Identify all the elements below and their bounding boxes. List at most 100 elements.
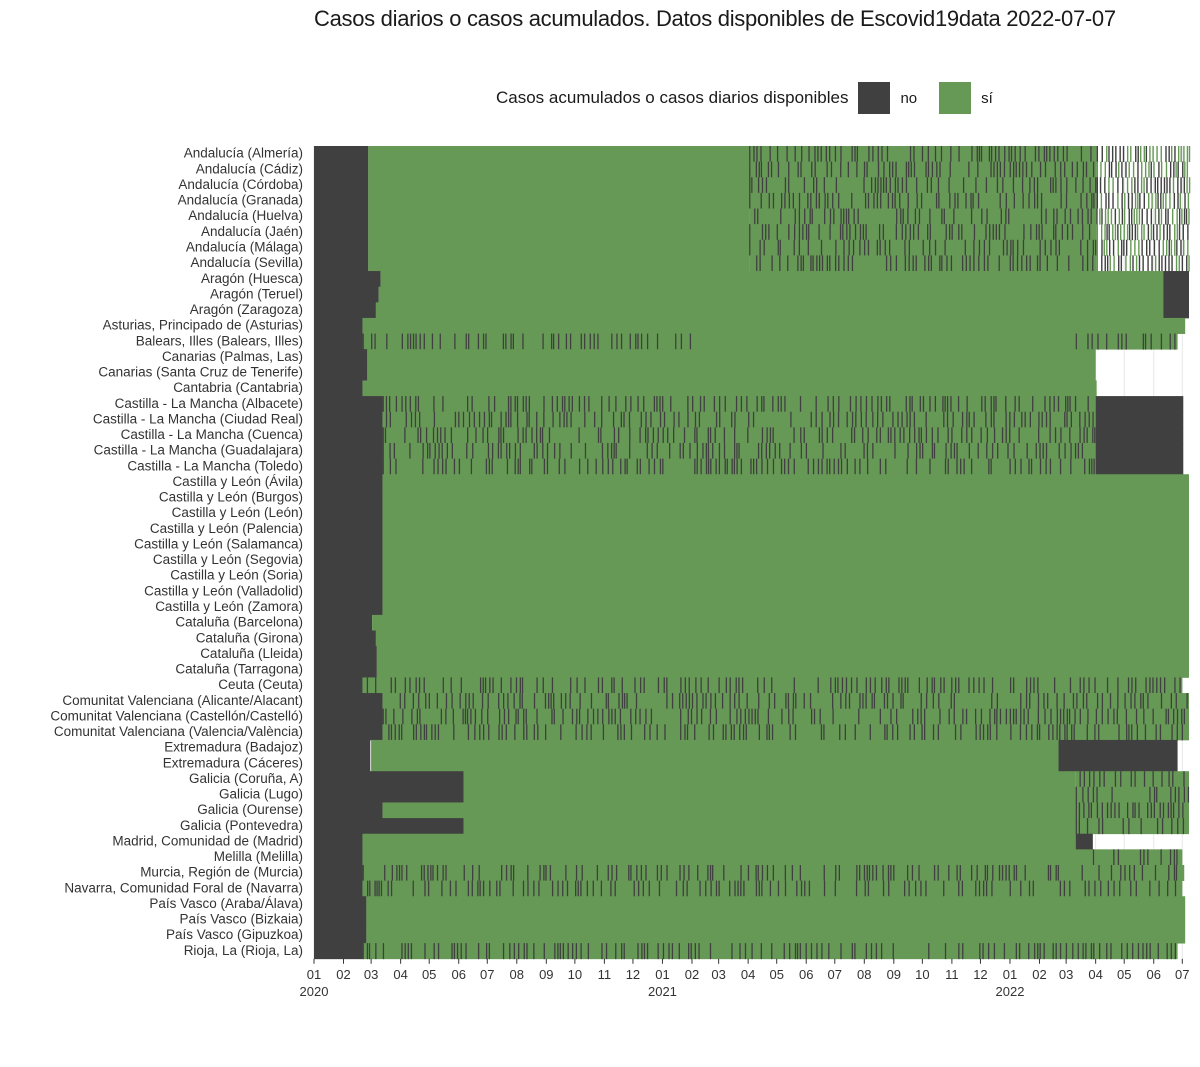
heatmap-cell — [1171, 146, 1173, 163]
heatmap-cell — [911, 864, 914, 882]
heatmap-cell — [314, 552, 383, 569]
heatmap-cell — [625, 396, 627, 413]
heatmap-cell — [565, 693, 567, 710]
heatmap-cell — [1048, 724, 1050, 741]
x-tick-label: 02 — [685, 967, 699, 982]
heatmap-cell — [687, 411, 689, 428]
heatmap-cell — [1053, 396, 1055, 413]
y-axis-label: Andalucía (Granada) — [178, 193, 303, 208]
heatmap-cell — [814, 146, 816, 163]
heatmap-cell — [792, 693, 795, 710]
heatmap-cell — [1031, 724, 1033, 741]
heatmap-cell — [1025, 693, 1028, 710]
heatmap-cell — [1043, 943, 1045, 960]
heatmap-cell — [601, 943, 603, 960]
heatmap-cell — [738, 693, 740, 710]
heatmap-cell — [1167, 802, 1170, 819]
heatmap-cell — [761, 427, 764, 444]
y-axis-label: Ceuta (Ceuta) — [218, 677, 303, 692]
heatmap-cell — [362, 849, 1093, 866]
heatmap-cell — [1086, 192, 1088, 209]
heatmap-cell — [793, 239, 795, 256]
heatmap-cell — [832, 192, 834, 209]
heatmap-cell — [818, 192, 820, 209]
heatmap-cell — [1095, 442, 1184, 459]
heatmap-cell — [1066, 411, 1068, 428]
x-axis-ticks: 01 02 03 04 05 06 07 08 09 10 11 12 01 02 03 04 05 06 07 08… — [300, 958, 1190, 999]
heatmap-cell — [1169, 161, 1172, 178]
heatmap-cell — [1009, 708, 1012, 725]
heatmap-cell — [410, 943, 413, 960]
heatmap-cell — [1124, 864, 1126, 882]
heatmap-cell — [1050, 177, 1052, 194]
heatmap-cell — [740, 880, 742, 897]
heatmap-cell — [1066, 224, 1069, 241]
heatmap-cell — [620, 333, 623, 350]
heatmap-cell — [1026, 442, 1028, 459]
heatmap-cell — [1088, 677, 1090, 694]
heatmap-cell — [768, 192, 770, 209]
heatmap-cell — [1123, 224, 1125, 241]
heatmap-cell — [570, 411, 572, 428]
heatmap-cell — [705, 693, 707, 710]
heatmap-cell — [1059, 724, 1061, 741]
heatmap-cell — [612, 458, 614, 475]
heatmap-cell — [1104, 177, 1106, 194]
heatmap-cell — [1075, 802, 1077, 819]
heatmap-cell — [601, 677, 604, 694]
heatmap-cell — [1187, 786, 1190, 803]
heatmap-cell — [788, 161, 790, 178]
heatmap-cell — [1075, 786, 1189, 803]
heatmap-cell — [581, 724, 583, 741]
heatmap-cell — [433, 458, 435, 475]
heatmap-cell — [769, 442, 771, 459]
heatmap-cell — [1025, 724, 1028, 741]
heatmap-cell — [1174, 677, 1176, 694]
heatmap-cell — [642, 880, 644, 897]
heatmap-cell — [1074, 442, 1077, 459]
heatmap-cell — [785, 693, 787, 710]
heatmap-cell — [450, 427, 453, 444]
heatmap-cell — [784, 192, 786, 209]
heatmap-cell — [498, 693, 500, 710]
heatmap-cell — [314, 739, 371, 756]
heatmap-cell — [774, 693, 776, 710]
heatmap-cell — [901, 411, 903, 428]
heatmap-cell — [908, 880, 910, 897]
heatmap-cell — [314, 442, 383, 459]
heatmap-cell — [1113, 255, 1115, 272]
heatmap-cell — [928, 943, 930, 960]
heatmap-cell — [1134, 239, 1136, 256]
heatmap-cell — [382, 411, 1096, 428]
heatmap-cell — [962, 177, 965, 194]
heatmap-cell — [1132, 255, 1134, 272]
heatmap-cell — [1015, 161, 1017, 178]
heatmap-cell — [1171, 208, 1174, 225]
heatmap-cell — [844, 724, 846, 741]
heatmap-cell — [739, 724, 741, 741]
heatmap-cell — [1052, 943, 1054, 960]
heatmap-cell — [854, 146, 856, 163]
heatmap-cell — [1012, 708, 1015, 725]
heatmap-cell — [1094, 427, 1096, 444]
heatmap-cell — [314, 317, 363, 334]
heatmap-cell — [1088, 411, 1090, 428]
heatmap-cell — [630, 864, 632, 882]
heatmap-cell — [623, 943, 625, 960]
heatmap-cell — [584, 677, 586, 694]
heatmap-cell — [865, 224, 867, 241]
heatmap-cell — [1110, 943, 1112, 960]
heatmap-cell — [979, 724, 981, 741]
heatmap-cell — [482, 427, 484, 444]
heatmap-cell — [886, 693, 889, 710]
heatmap-cell — [1170, 802, 1172, 819]
heatmap-cell — [761, 396, 763, 413]
x-tick-label: 12 — [973, 967, 987, 982]
heatmap-cell — [456, 943, 459, 960]
heatmap-cell — [851, 192, 853, 209]
heatmap-cell — [800, 255, 802, 272]
heatmap-cell — [528, 411, 530, 428]
heatmap-cell — [621, 943, 623, 960]
heatmap-cell — [987, 943, 990, 960]
heatmap-cell — [931, 427, 933, 444]
